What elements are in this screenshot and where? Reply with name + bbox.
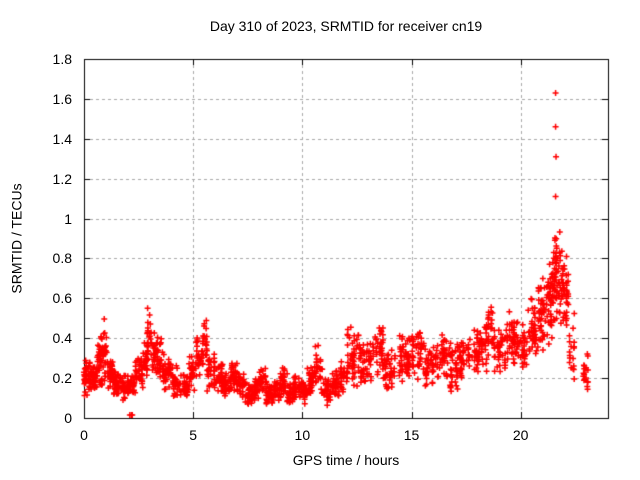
x-tick-label: 0 <box>80 427 88 443</box>
y-tick-label: 1.4 <box>52 130 72 147</box>
y-tick-label: 0.8 <box>52 250 72 267</box>
x-tick-label: 10 <box>294 427 311 443</box>
y-axis-label: SRMTID / TECUs <box>8 183 25 294</box>
y-tick-label: 1.6 <box>52 90 72 107</box>
y-tick-label: 0.4 <box>52 330 72 347</box>
y-tick-label: 0 <box>64 410 72 426</box>
x-tick-label: 5 <box>189 427 198 443</box>
y-tick-label: 1.8 <box>52 51 72 67</box>
x-tick-label: 20 <box>512 427 529 443</box>
y-tick-label: 1.2 <box>52 170 72 187</box>
y-tick-label: 1 <box>64 210 72 227</box>
chart-title: Day 310 of 2023, SRMTID for receiver cn1… <box>209 18 483 34</box>
y-tick-label: 0.6 <box>52 290 72 307</box>
x-axis-label: GPS time / hours <box>292 452 400 468</box>
x-tick-label: 15 <box>403 427 420 443</box>
y-tick-label: 0.2 <box>52 370 72 387</box>
